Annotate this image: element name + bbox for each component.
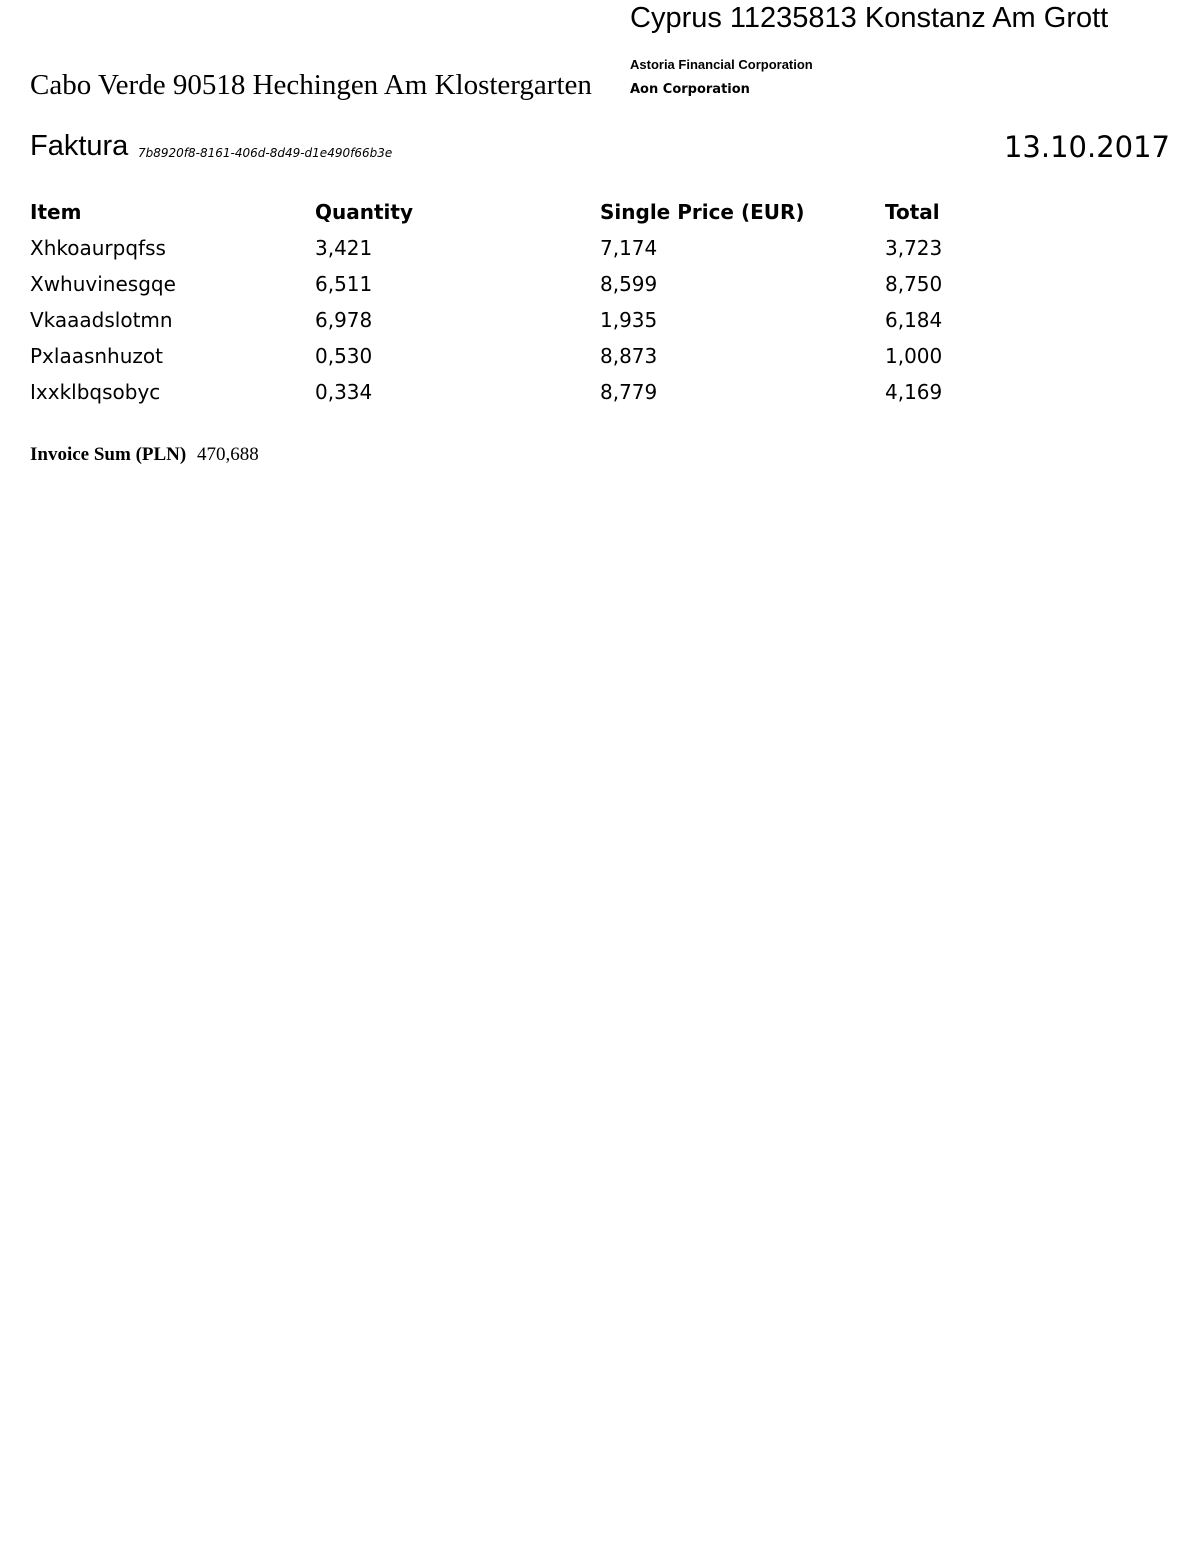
- invoice-sum-label: Invoice Sum (PLN): [30, 444, 187, 465]
- invoice-title: Faktura: [30, 130, 129, 162]
- sender-address: Cabo Verde 90518 Hechingen Am Klostergar…: [30, 69, 592, 101]
- table-row: Vkaaadslotmn 6,978 1,935 6,184: [30, 308, 1170, 344]
- cell-quantity: 0,334: [315, 380, 373, 404]
- header-quantity: Quantity: [315, 200, 413, 224]
- recipient-company-1: Astoria Financial Corporation: [630, 57, 813, 72]
- cell-item: Vkaaadslotmn: [30, 308, 173, 332]
- cell-quantity: 0,530: [315, 344, 373, 368]
- table-row: Xwhuvinesgqe 6,511 8,599 8,750: [30, 272, 1170, 308]
- cell-quantity: 6,511: [315, 272, 373, 296]
- invoice-id: 7b8920f8-8161-406d-8d49-d1e490f66b3e: [138, 146, 393, 160]
- cell-quantity: 3,421: [315, 236, 373, 260]
- cell-total: 3,723: [885, 236, 943, 260]
- cell-total: 1,000: [885, 344, 943, 368]
- cell-item: Ixxklbqsobyc: [30, 380, 161, 404]
- cell-single-price: 1,935: [600, 308, 658, 332]
- recipient-address: Cyprus 11235813 Konstanz Am Grott: [630, 2, 1109, 34]
- cell-item: Pxlaasnhuzot: [30, 344, 163, 368]
- invoice-sum: Invoice Sum (PLN) 470,688: [30, 444, 259, 466]
- invoice-date: 13.10.2017: [1003, 130, 1170, 164]
- cell-item: Xwhuvinesgqe: [30, 272, 176, 296]
- cell-total: 4,169: [885, 380, 943, 404]
- items-table: Item Quantity Single Price (EUR) Total X…: [30, 200, 1170, 416]
- cell-item: Xhkoaurpqfss: [30, 236, 166, 260]
- cell-single-price: 7,174: [600, 236, 658, 260]
- cell-single-price: 8,779: [600, 380, 658, 404]
- cell-total: 8,750: [885, 272, 943, 296]
- header-item: Item: [30, 200, 82, 224]
- invoice-sum-value: 470,688: [196, 444, 259, 465]
- table-row: Ixxklbqsobyc 0,334 8,779 4,169: [30, 380, 1170, 416]
- table-row: Xhkoaurpqfss 3,421 7,174 3,723: [30, 236, 1170, 272]
- recipient-company-2: Aon Corporation: [630, 82, 750, 97]
- table-header-row: Item Quantity Single Price (EUR) Total: [30, 200, 1170, 236]
- cell-quantity: 6,978: [315, 308, 373, 332]
- cell-total: 6,184: [885, 308, 943, 332]
- header-total: Total: [885, 200, 940, 224]
- header-single-price: Single Price (EUR): [600, 200, 805, 224]
- cell-single-price: 8,599: [600, 272, 658, 296]
- cell-single-price: 8,873: [600, 344, 658, 368]
- table-row: Pxlaasnhuzot 0,530 8,873 1,000: [30, 344, 1170, 380]
